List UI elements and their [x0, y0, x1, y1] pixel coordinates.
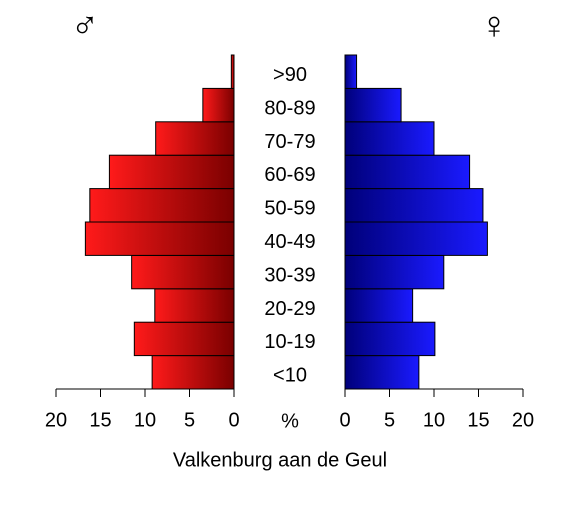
x-tick-label: 0	[228, 409, 239, 431]
x-tick-label: 5	[384, 409, 395, 431]
category-label: 10-19	[264, 331, 315, 353]
bar	[154, 288, 235, 323]
bar	[155, 121, 235, 156]
bar	[344, 121, 435, 156]
category-label: 70-79	[264, 131, 315, 153]
bar	[344, 154, 471, 190]
category-label: 80-89	[264, 97, 315, 119]
x-tick-label: 15	[89, 409, 111, 431]
bar	[202, 87, 235, 123]
category-label: 20-29	[264, 298, 315, 320]
bar	[344, 288, 414, 323]
category-label: 50-59	[264, 198, 315, 220]
category-label: 40-49	[264, 231, 315, 253]
bar	[131, 254, 235, 290]
x-axis-label: Valkenburg aan de Geul	[173, 449, 387, 471]
x-tick-label: 20	[512, 409, 534, 431]
axis-unit: %	[281, 410, 299, 432]
bar	[84, 221, 235, 256]
bar	[344, 321, 436, 357]
bar	[108, 154, 235, 190]
bar	[344, 188, 484, 223]
bar	[344, 254, 445, 290]
category-label: <10	[273, 365, 307, 387]
x-tick-label: 10	[134, 409, 156, 431]
x-tick-label: 15	[467, 409, 489, 431]
bar	[344, 221, 488, 256]
x-tick-label: 0	[339, 409, 350, 431]
bar	[151, 355, 235, 390]
bar	[133, 321, 235, 357]
x-tick-label: 20	[45, 409, 67, 431]
x-tick-label: 10	[423, 409, 445, 431]
bar	[344, 87, 402, 123]
category-label: >90	[273, 64, 307, 86]
bar	[344, 54, 358, 89]
category-label: 60-69	[264, 164, 315, 186]
bar	[230, 54, 235, 89]
category-label: 30-39	[264, 264, 315, 286]
legend-symbol: ♂	[71, 5, 100, 47]
legend-symbol: ♀	[480, 5, 509, 47]
bar	[89, 188, 235, 223]
bar	[344, 355, 420, 390]
x-tick-label: 5	[184, 409, 195, 431]
